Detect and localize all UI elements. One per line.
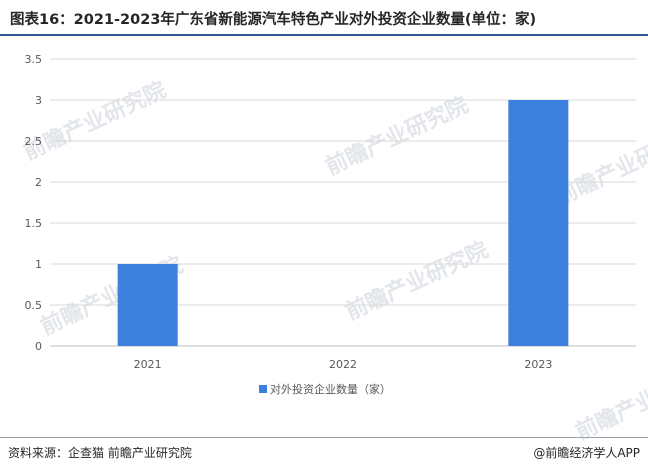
watermark-logo-text: 前瞻产业研究院 bbox=[322, 92, 473, 181]
y-tick-label: 2 bbox=[35, 176, 42, 189]
y-tick-label: 1.5 bbox=[25, 217, 43, 230]
y-tick-label: 0 bbox=[35, 340, 42, 353]
source-note: 资料来源：企查猫 前瞻产业研究院 bbox=[8, 446, 192, 460]
bar-2023 bbox=[508, 100, 569, 346]
brand-credit: @前瞻经济学人APP bbox=[533, 446, 640, 460]
chart-title: 图表16：2021-2023年广东省新能源汽车特色产业对外投资企业数量(单位：家… bbox=[10, 12, 537, 28]
legend-swatch bbox=[259, 385, 267, 393]
y-tick-label: 1 bbox=[35, 258, 42, 271]
x-tick-label: 2023 bbox=[524, 358, 552, 371]
watermark-logo-text: 前瞻产业研究院 bbox=[20, 77, 171, 166]
bar-series bbox=[117, 100, 569, 346]
watermark-logo-text: 前瞻产业研究院 bbox=[342, 237, 493, 326]
y-tick-label: 3.5 bbox=[25, 53, 43, 66]
footer-divider bbox=[0, 437, 648, 438]
y-tick-label: 2.5 bbox=[25, 135, 43, 148]
legend-label: 对外投资企业数量（家） bbox=[270, 382, 391, 396]
y-tick-label: 3 bbox=[35, 94, 42, 107]
y-tick-label: 0.5 bbox=[25, 299, 43, 312]
y-axis-ticks: 0 0.5 1 1.5 2 2.5 3 3.5 bbox=[25, 53, 43, 353]
bar-2021 bbox=[117, 264, 178, 346]
x-axis-ticks: 2021 2022 2023 bbox=[134, 358, 553, 371]
x-tick-label: 2021 bbox=[134, 358, 162, 371]
legend: 对外投资企业数量（家） bbox=[259, 382, 391, 396]
title-divider bbox=[0, 34, 648, 36]
x-tick-label: 2022 bbox=[329, 358, 357, 371]
watermark-logo-text: 前瞻产业研究院 bbox=[572, 357, 648, 446]
